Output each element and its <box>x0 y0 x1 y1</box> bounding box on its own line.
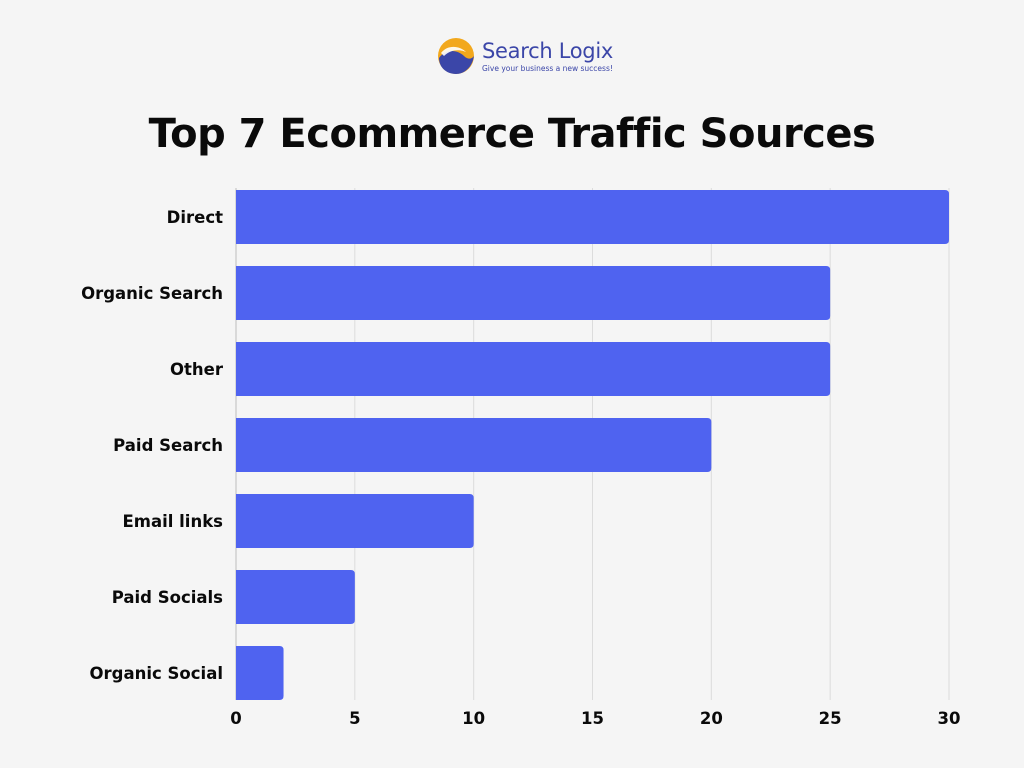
category-label: Organic Search <box>81 284 223 303</box>
bar <box>236 342 831 396</box>
bar <box>236 266 831 320</box>
category-label: Paid Search <box>113 436 223 455</box>
bar <box>236 190 949 244</box>
category-label: Email links <box>122 512 223 531</box>
bar <box>236 494 474 548</box>
x-tick-label: 10 <box>462 709 485 728</box>
bars <box>236 190 949 700</box>
brand-tagline: Give your business a new success! <box>482 63 613 73</box>
x-tick-label: 20 <box>700 709 723 728</box>
chart-title: Top 7 Ecommerce Traffic Sources <box>148 111 876 157</box>
category-labels: Direct Organic Search Other Paid Search Emai… <box>81 208 224 683</box>
x-tick-label: 30 <box>938 709 961 728</box>
x-tick-label: 5 <box>349 709 360 728</box>
bar <box>236 418 712 472</box>
brand: Search Logix Give your business a new su… <box>436 34 613 78</box>
search-logix-logo-icon <box>438 38 474 74</box>
brand-name: Search Logix <box>482 38 613 63</box>
category-label: Paid Socials <box>112 588 223 607</box>
bar <box>236 570 355 624</box>
x-tick-label: 0 <box>230 709 241 728</box>
bar <box>236 646 284 700</box>
category-label: Organic Social <box>90 664 223 683</box>
x-tick-labels: 0 5 10 15 20 25 30 <box>230 709 960 728</box>
x-tick-label: 15 <box>581 709 604 728</box>
x-tick-label: 25 <box>819 709 842 728</box>
category-label: Direct <box>167 208 223 227</box>
category-label: Other <box>170 360 224 379</box>
